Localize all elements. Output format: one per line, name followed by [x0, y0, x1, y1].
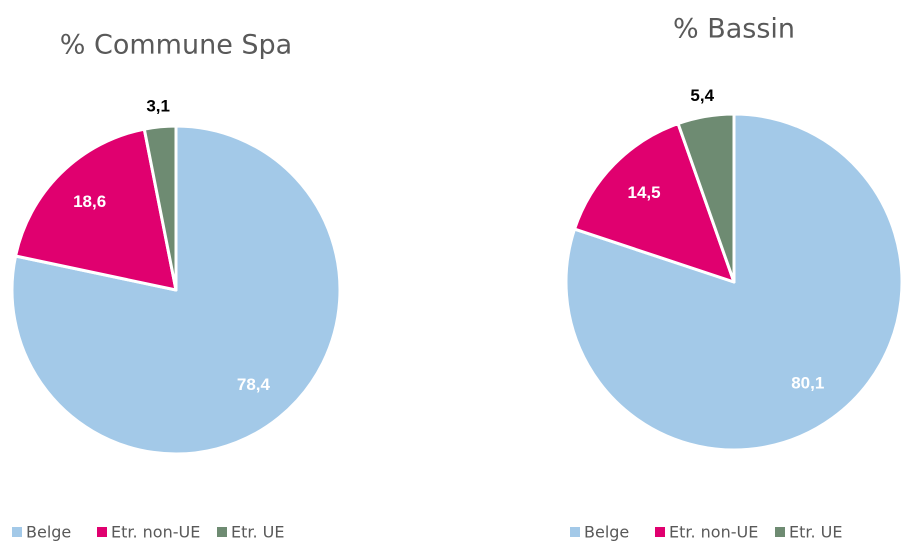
legend-swatch [217, 527, 227, 537]
legend-swatch [775, 527, 785, 537]
legend-label: Etr. non-UE [669, 523, 758, 542]
data-label: 18,6 [73, 192, 106, 211]
pie-slice [142, 124, 178, 292]
data-label: 78,4 [237, 375, 271, 394]
pie-slice [14, 127, 178, 292]
pie-slice [10, 124, 342, 456]
chart-title: % Commune Spa [60, 30, 292, 61]
legend-label: Belge [26, 523, 71, 542]
legend-label: Etr. non-UE [111, 523, 200, 542]
pie-slice [573, 122, 736, 284]
pie-slice [676, 112, 736, 284]
legend-swatch [655, 527, 665, 537]
data-label: 14,5 [628, 183, 661, 202]
pie-slice [564, 112, 904, 452]
legend-label: Etr. UE [789, 523, 842, 542]
legend-swatch [570, 527, 580, 537]
legend-swatch [12, 527, 22, 537]
legend-label: Etr. UE [231, 523, 284, 542]
data-label: 80,1 [791, 374, 824, 393]
chart-title: % Bassin [673, 14, 795, 45]
data-label: 5,4 [690, 86, 714, 105]
legend-swatch [97, 527, 107, 537]
legend-label: Belge [584, 523, 629, 542]
data-label: 3,1 [146, 97, 170, 116]
